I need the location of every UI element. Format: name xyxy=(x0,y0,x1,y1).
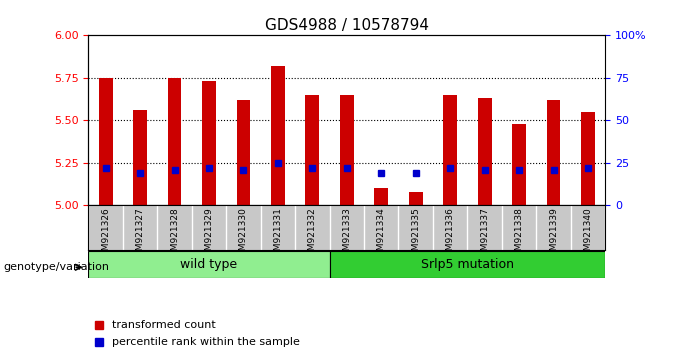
Text: wild type: wild type xyxy=(180,258,237,271)
Bar xyxy=(202,81,216,205)
Bar xyxy=(133,110,147,205)
Bar xyxy=(443,95,457,205)
Text: transformed count: transformed count xyxy=(112,320,216,330)
Bar xyxy=(237,100,250,205)
Text: GSM921330: GSM921330 xyxy=(239,207,248,262)
Bar xyxy=(271,66,285,205)
Text: GSM921332: GSM921332 xyxy=(308,207,317,262)
Text: GSM921337: GSM921337 xyxy=(480,207,489,262)
Text: GSM921328: GSM921328 xyxy=(170,207,179,262)
Text: percentile rank within the sample: percentile rank within the sample xyxy=(112,337,299,347)
Title: GDS4988 / 10578794: GDS4988 / 10578794 xyxy=(265,18,429,33)
Bar xyxy=(547,100,560,205)
Bar xyxy=(168,78,182,205)
Bar xyxy=(88,251,330,278)
Text: GSM921329: GSM921329 xyxy=(205,207,214,262)
Text: GSM921338: GSM921338 xyxy=(515,207,524,262)
Text: GSM921339: GSM921339 xyxy=(549,207,558,262)
Bar xyxy=(581,112,595,205)
Text: GSM921327: GSM921327 xyxy=(135,207,145,262)
Bar xyxy=(375,188,388,205)
Text: GSM921333: GSM921333 xyxy=(342,207,352,262)
Text: GSM921331: GSM921331 xyxy=(273,207,282,262)
Bar xyxy=(409,192,422,205)
Bar xyxy=(478,98,492,205)
Text: Srlp5 mutation: Srlp5 mutation xyxy=(421,258,514,271)
Text: GSM921336: GSM921336 xyxy=(445,207,455,262)
Bar xyxy=(99,78,112,205)
Bar xyxy=(340,95,354,205)
Bar xyxy=(330,251,605,278)
Bar xyxy=(512,124,526,205)
Text: genotype/variation: genotype/variation xyxy=(3,262,109,272)
Text: GSM921326: GSM921326 xyxy=(101,207,110,262)
Text: GSM921340: GSM921340 xyxy=(583,207,592,262)
Text: GSM921334: GSM921334 xyxy=(377,207,386,262)
Bar xyxy=(305,95,319,205)
Text: GSM921335: GSM921335 xyxy=(411,207,420,262)
